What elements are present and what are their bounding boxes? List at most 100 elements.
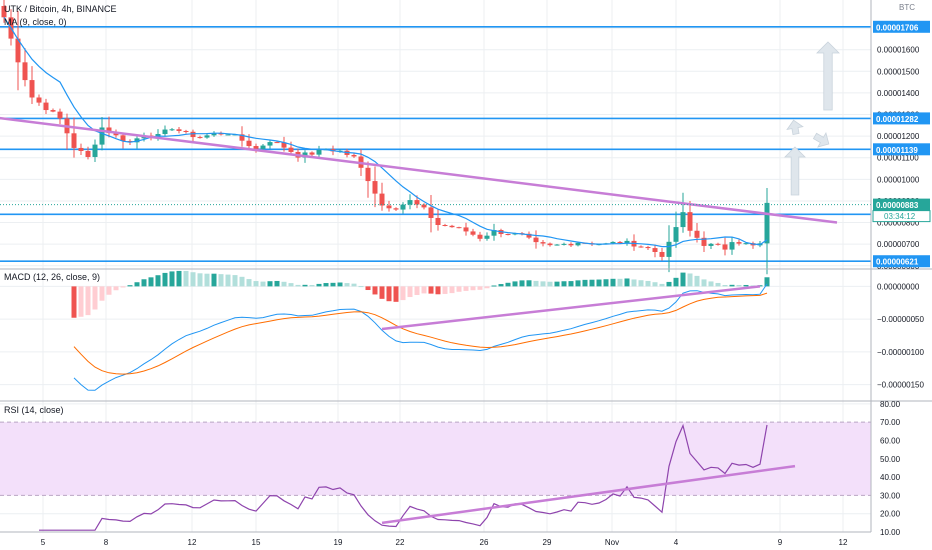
candle-body — [71, 133, 77, 148]
candles — [1, 0, 770, 275]
price-axis-tick-label: 0.00001100 — [877, 154, 919, 163]
candle-body — [267, 142, 273, 146]
macd-histogram-bar — [106, 286, 112, 295]
rsi-axis-tick-label: 80.00 — [880, 400, 901, 409]
macd-histogram-bar — [393, 286, 399, 302]
candle-body — [540, 242, 546, 244]
candle-body — [645, 246, 651, 249]
price-pane[interactable] — [0, 0, 871, 275]
candle-body — [547, 243, 553, 246]
price-axis-tick-label: 0.00001400 — [877, 89, 920, 98]
candle-body — [554, 244, 560, 246]
macd-histogram-bar — [638, 280, 644, 287]
macd-trendline[interactable] — [381, 285, 761, 331]
candle-body — [29, 80, 35, 98]
candle-body — [533, 237, 539, 243]
candle-body — [169, 129, 175, 131]
candle-body — [92, 144, 98, 157]
candle-body — [106, 127, 112, 134]
macd-histogram-bar — [386, 286, 392, 302]
candle-body — [246, 140, 252, 147]
rsi-axis-tick-label: 50.00 — [880, 455, 901, 464]
price-axis-tick-label: 0.00001200 — [877, 132, 920, 141]
projection-arrow-shape — [786, 119, 804, 135]
time-axis[interactable]: 5 8 12 15 19 22 26 29 Nov 4 9 12 — [41, 538, 848, 547]
level-price-tags: 0.000017060.000012820.000011390.00000838… — [872, 20, 931, 268]
macd-histogram-bar — [218, 274, 224, 287]
rsi-axis-tick-label: 10.00 — [880, 528, 901, 537]
rsi-pane[interactable] — [0, 421, 871, 531]
price-axis-tick-label: 0.00000800 — [877, 219, 920, 228]
candle-body — [260, 145, 266, 149]
level-tag-label: 0.00001282 — [876, 115, 919, 124]
rsi-axis-tick-label: 20.00 — [880, 510, 901, 519]
macd-histogram-bar — [645, 280, 651, 287]
projection-arrow-shape — [784, 146, 806, 196]
macd-histogram-bar — [99, 286, 105, 301]
price-axis-tick-label: 0.00000700 — [877, 240, 920, 249]
level-tag — [873, 20, 930, 33]
rsi-axis-tick-label: 70.00 — [880, 418, 901, 427]
macd-histogram-bar — [477, 286, 483, 290]
macd-histogram-bar — [701, 279, 707, 287]
macd-histogram-bar — [533, 280, 539, 287]
candle-body — [225, 134, 231, 136]
macd-histogram-bar — [491, 285, 497, 287]
candle-body — [176, 129, 182, 131]
candle-body — [57, 111, 63, 119]
candle-body — [610, 241, 616, 244]
macd-histogram-bar — [288, 283, 294, 287]
macd-histogram-bar — [666, 281, 672, 287]
ma-legend[interactable]: MA (9, close, 0) — [4, 17, 67, 27]
macd-histogram-bar — [274, 280, 280, 287]
candle-body — [414, 200, 420, 205]
macd-histogram-bar — [652, 282, 658, 287]
candle-body — [162, 129, 168, 135]
rsi-axis[interactable]: 80.00 70.00 60.00 50.00 40.00 30.00 20.00 10.00 — [880, 400, 901, 537]
macd-histogram-bar — [134, 282, 140, 287]
macd-histogram-bar — [624, 278, 630, 287]
macd-histogram-bar — [596, 279, 602, 287]
macd-histogram-bar — [470, 286, 476, 291]
projection-arrow-shape — [812, 132, 830, 148]
countdown-label: 03:34:12 — [884, 212, 916, 221]
candle-body — [274, 142, 280, 144]
projection-arrow — [786, 119, 804, 135]
projection-arrow — [816, 41, 840, 111]
rsi-legend[interactable]: RSI (14, close) — [4, 405, 64, 415]
projection-arrow — [812, 132, 830, 148]
candle-body — [715, 243, 721, 245]
candle-body — [652, 248, 658, 252]
macd-histogram-bar — [505, 282, 511, 287]
candle-body — [204, 135, 210, 138]
candle-body — [50, 110, 56, 112]
macd-axis-tick-label: −0.00000050 — [877, 315, 924, 324]
macd-legend[interactable]: MACD (12, 26, close, 9) — [4, 272, 100, 282]
candle-body — [624, 240, 630, 244]
price-axis-tick-label: 0.00001600 — [877, 46, 920, 55]
macd-histogram-bar — [722, 285, 728, 287]
macd-histogram-bar — [204, 273, 210, 287]
macd-axis[interactable]: 0.00000000 −0.00000050 −0.00000100 −0.00000… — [877, 282, 924, 389]
macd-histogram-bar — [372, 286, 378, 295]
candle-body — [316, 149, 322, 155]
macd-histogram-bar — [141, 279, 147, 287]
rsi-trendline[interactable] — [381, 464, 796, 525]
candle-body — [15, 38, 21, 63]
candle-body — [491, 230, 497, 236]
macd-histogram-bar — [330, 282, 336, 287]
candle-body — [694, 230, 700, 238]
candle-body — [673, 227, 679, 242]
candle-body — [617, 241, 623, 244]
macd-histogram-bar — [337, 282, 343, 287]
candle-body — [386, 205, 392, 209]
macd-histogram-bar — [603, 279, 609, 287]
macd-histogram-bar — [169, 271, 175, 287]
candle-body — [659, 251, 665, 257]
macd-histogram-bar — [155, 275, 161, 287]
macd-histogram-bar — [575, 280, 581, 287]
price-trendline[interactable] — [0, 116, 838, 224]
symbol-title[interactable]: UTK / Bitcoin, 4h, BINANCE — [4, 4, 117, 14]
macd-pane[interactable] — [71, 270, 770, 391]
